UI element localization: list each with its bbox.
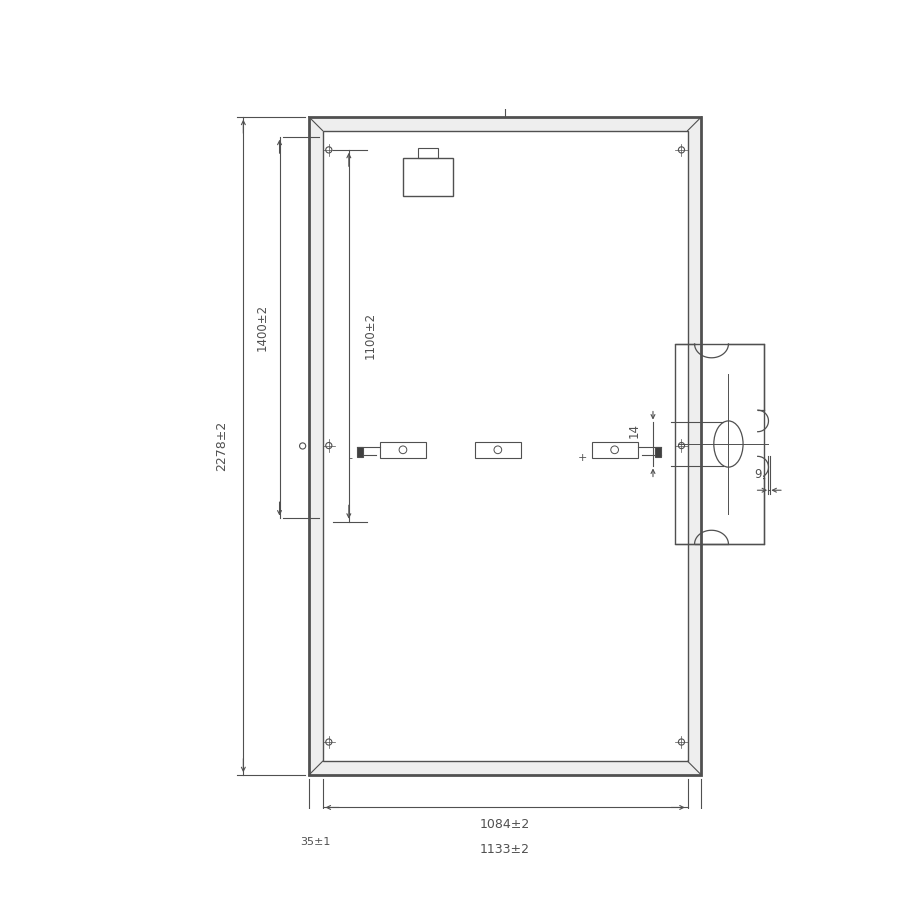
Text: -: - [348,454,353,464]
Text: 2278±2: 2278±2 [215,421,229,471]
Text: 14: 14 [627,423,640,437]
Bar [654,447,661,456]
Bar [309,116,701,775]
Bar [322,131,688,761]
Bar [380,442,426,457]
Bar [418,148,438,157]
Bar [591,442,638,457]
Text: 1400±2: 1400±2 [256,305,269,351]
Bar [356,447,363,456]
Text: 1133±2: 1133±2 [480,844,530,856]
Text: 9: 9 [754,468,761,482]
Bar [403,157,453,196]
Text: 35±1: 35±1 [301,837,331,847]
Text: +: + [578,454,587,464]
Text: 1100±2: 1100±2 [364,312,377,359]
Text: 1084±2: 1084±2 [480,818,530,831]
Bar [474,442,521,457]
Bar [674,344,764,544]
